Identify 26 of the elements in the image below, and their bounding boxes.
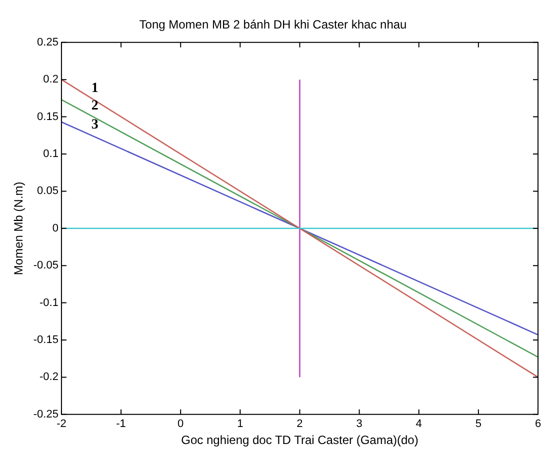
x-tick-label: 6 <box>534 418 542 430</box>
y-tick-label: 0.1 <box>43 148 58 160</box>
x-axis-title: Goc nghieng doc TD Trai Caster (Gama)(do) <box>181 433 418 448</box>
x-tick-label: 4 <box>416 418 422 430</box>
y-tick-label: -0.25 <box>33 408 58 420</box>
y-tick-label: 0.2 <box>43 74 58 86</box>
x-tick-label: 2 <box>296 418 303 430</box>
x-tick-label: 0 <box>178 418 184 430</box>
x-tick-label: -1 <box>116 418 126 430</box>
y-axis-title: Momen Mb (N.m) <box>12 182 26 276</box>
y-tick-label: 0 <box>52 222 58 234</box>
y-tick-label: -0.15 <box>33 334 58 346</box>
series-label: 2 <box>91 98 98 114</box>
y-tick-label: -0.05 <box>33 260 58 272</box>
y-tick-label: 0.05 <box>37 185 58 198</box>
series-label: 1 <box>91 81 98 96</box>
chart-title: Tong Momen MB 2 bánh DH khi Caster khac nhau <box>139 18 407 32</box>
y-tick-label: 0.25 <box>37 36 58 48</box>
x-tick-label: 1 <box>237 418 244 430</box>
series-label: 3 <box>91 118 98 133</box>
x-tick-label: 5 <box>475 418 482 430</box>
y-tick-label: -0.2 <box>40 371 58 384</box>
x-tick-label: -2 <box>56 418 66 430</box>
y-tick-label: 0.15 <box>37 110 58 123</box>
x-tick-label: 3 <box>356 418 362 430</box>
y-tick-label: -0.1 <box>40 296 58 309</box>
